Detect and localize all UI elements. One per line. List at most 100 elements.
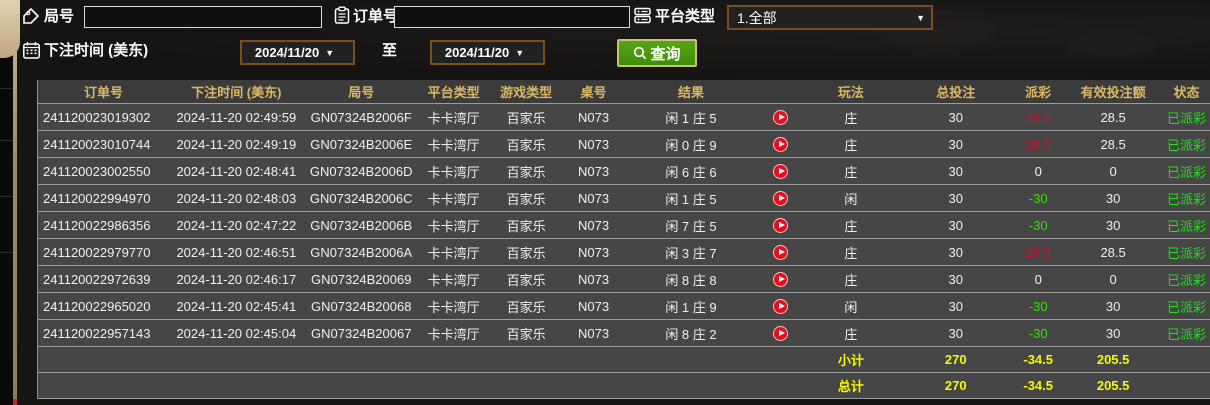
query-button-label: 查询 [650, 45, 681, 63]
payout-cell: 0 [1034, 163, 1042, 179]
date-from-select[interactable]: 2024/11/20 ▼ [240, 40, 355, 65]
empty-cell [169, 347, 304, 372]
empty-cell [489, 373, 564, 398]
left-accent-divider [13, 0, 17, 405]
video-cell [758, 158, 803, 184]
summary-valid-bet: 205.5 [1096, 352, 1130, 367]
total-bet-cell: 30 [948, 217, 963, 233]
play-type-cell: 庄 [844, 137, 858, 153]
status-badge: 已派彩 [1167, 326, 1207, 342]
play-icon[interactable] [773, 163, 789, 179]
empty-cell [564, 373, 624, 398]
table-no-cell: N073 [578, 217, 610, 233]
round-number-input[interactable] [84, 6, 322, 28]
column-header-10: 派彩 [1025, 85, 1052, 100]
date-to-separator: 至 [382, 42, 398, 59]
summary-total-bet: 270 [944, 378, 967, 393]
background-texture [1067, 30, 1157, 60]
column-header-11: 有效投注额 [1080, 85, 1146, 100]
total-bet-cell: 30 [948, 109, 963, 125]
column-header-1: 下注时间 (美东) [191, 85, 282, 100]
platform-cell: 卡卡湾厅 [427, 164, 480, 180]
game-type-cell: 百家乐 [506, 164, 546, 180]
total-row: 总计 270 -34.5 205.5 [38, 373, 1210, 399]
payout-cell: 0 [1034, 271, 1042, 287]
video-cell [758, 212, 803, 238]
play-type-cell: 闲 [844, 299, 858, 315]
column-header-6: 结果 [677, 85, 704, 100]
summary-payout: -34.5 [1023, 352, 1053, 367]
result-cell: 闲 7 庄 5 [665, 218, 717, 234]
column-header-8: 玩法 [837, 85, 864, 100]
empty-cell [419, 373, 489, 398]
table-row: 241120022979770 2024-11-20 02:46:51 GN0732… [38, 239, 1210, 266]
order-no-cell: 241120022972639 [43, 271, 151, 287]
platform-type-select[interactable]: 1.全部 ▼ [727, 5, 933, 30]
play-icon[interactable] [773, 244, 789, 260]
play-icon[interactable] [773, 271, 789, 287]
bet-time-label: 下注时间 (美东) [44, 42, 149, 59]
red-edge-mark [13, 399, 17, 405]
platform-cell: 卡卡湾厅 [427, 110, 480, 126]
game-type-cell: 百家乐 [506, 299, 546, 315]
valid-bet-cell: 30 [1105, 190, 1121, 206]
table-no-cell: N073 [578, 109, 610, 125]
result-cell: 闲 1 庄 9 [665, 299, 717, 315]
order-number-label: 订单号 [353, 8, 399, 25]
game-type-cell: 百家乐 [506, 272, 546, 288]
chevron-down-icon: ▼ [325, 47, 335, 58]
payout-cell: 28.5 [1025, 244, 1051, 260]
order-number-input[interactable] [394, 6, 630, 28]
video-cell [758, 293, 803, 319]
valid-bet-cell: 28.5 [1100, 136, 1126, 152]
game-type-cell: 百家乐 [506, 110, 546, 126]
play-icon[interactable] [773, 190, 789, 206]
play-icon[interactable] [773, 325, 789, 341]
platform-cell: 卡卡湾厅 [427, 218, 480, 234]
play-icon[interactable] [773, 136, 789, 152]
date-from-value: 2024/11/20 [254, 45, 320, 60]
query-button[interactable]: 查询 [617, 39, 697, 67]
bet-time-cell: 2024-11-20 02:46:17 [176, 271, 297, 287]
round-no-cell: GN07324B20068 [310, 298, 412, 314]
bet-time-cell: 2024-11-20 02:48:03 [176, 190, 297, 206]
result-cell: 闲 6 庄 6 [665, 164, 717, 180]
table-row: 241120022986356 2024-11-20 02:47:22 GN0732… [38, 212, 1210, 239]
total-bet-cell: 30 [948, 271, 963, 287]
bet-time-cell: 2024-11-20 02:47:22 [176, 217, 297, 233]
empty-cell [1163, 347, 1210, 372]
result-cell: 闲 3 庄 7 [665, 245, 717, 261]
payout-cell: 28.5 [1025, 136, 1051, 152]
date-to-select[interactable]: 2024/11/20 ▼ [430, 40, 545, 65]
valid-bet-cell: 28.5 [1100, 109, 1126, 125]
play-type-cell: 闲 [844, 191, 858, 207]
summary-payout: -34.5 [1023, 378, 1053, 393]
empty-cell [1163, 373, 1210, 398]
empty-cell [758, 347, 803, 372]
play-icon[interactable] [773, 298, 789, 314]
play-type-cell: 庄 [844, 272, 858, 288]
play-icon[interactable] [773, 109, 789, 125]
empty-cell [304, 373, 419, 398]
game-type-cell: 百家乐 [506, 245, 546, 261]
total-bet-cell: 30 [948, 136, 963, 152]
column-header-0: 订单号 [83, 85, 123, 100]
clipboard-icon [333, 6, 351, 25]
round-no-cell: GN07324B2006B [310, 217, 413, 233]
round-no-cell: GN07324B2006A [310, 244, 413, 260]
order-no-cell: 241120023019302 [43, 109, 151, 125]
column-header-9: 总投注 [936, 85, 976, 100]
left-edge-strip [0, 0, 13, 405]
play-icon[interactable] [773, 217, 789, 233]
server-icon [633, 6, 652, 25]
platform-cell: 卡卡湾厅 [427, 299, 480, 315]
total-bet-cell: 30 [948, 190, 963, 206]
table-no-cell: N073 [578, 298, 610, 314]
platform-cell: 卡卡湾厅 [427, 191, 480, 207]
status-badge: 已派彩 [1167, 164, 1207, 180]
column-header-2: 局号 [348, 85, 375, 100]
table-row: 241120022994970 2024-11-20 02:48:03 GN0732… [38, 185, 1210, 212]
result-cell: 闲 0 庄 9 [665, 137, 717, 153]
date-to-value: 2024/11/20 [444, 45, 510, 60]
total-bet-cell: 30 [948, 298, 963, 314]
